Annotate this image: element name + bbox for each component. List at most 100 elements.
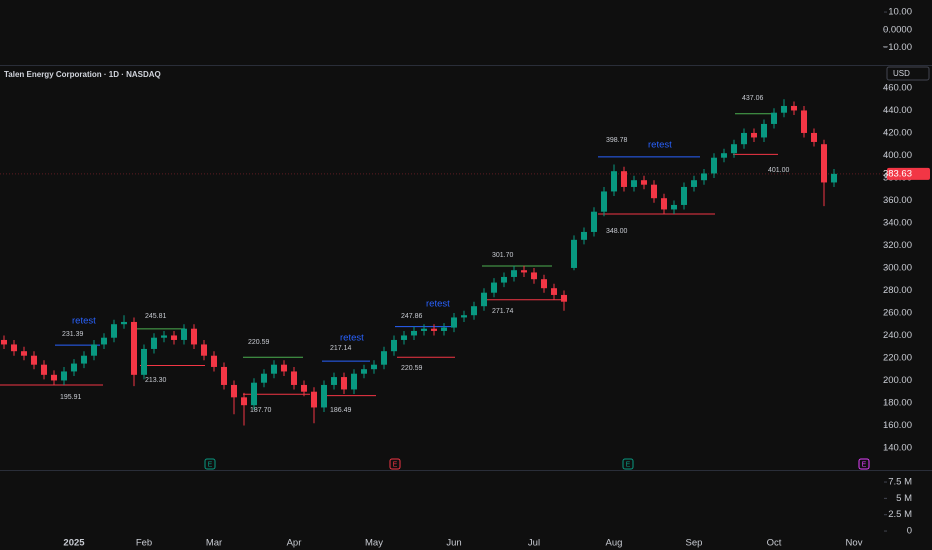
candle-body bbox=[211, 355, 217, 367]
candle-body bbox=[131, 321, 137, 375]
retest-label: retest bbox=[340, 333, 364, 344]
x-tick-label: Sep bbox=[686, 538, 703, 549]
candle-body bbox=[71, 363, 77, 372]
candle-body bbox=[61, 371, 67, 381]
level-label: 348.00 bbox=[606, 228, 628, 235]
candle-body bbox=[301, 384, 307, 392]
candle-body bbox=[161, 335, 167, 338]
y-tick-label: 280.00 bbox=[883, 285, 912, 296]
candle-body bbox=[371, 364, 377, 370]
candle-body bbox=[471, 306, 477, 316]
candle-body bbox=[631, 180, 637, 187]
candle-body bbox=[591, 211, 597, 232]
y-tick-label: 420.00 bbox=[883, 127, 912, 138]
candle-body bbox=[331, 377, 337, 385]
y-tick-label: 340.00 bbox=[883, 217, 912, 228]
candle-body bbox=[511, 270, 517, 277]
candle-body bbox=[261, 373, 267, 383]
candle-body bbox=[351, 373, 357, 390]
earnings-marker bbox=[389, 458, 401, 470]
level-label: 231.39 bbox=[62, 331, 84, 338]
candle-body bbox=[831, 173, 837, 183]
candle-body bbox=[21, 351, 27, 356]
candle-body bbox=[41, 364, 47, 375]
candle-body bbox=[31, 355, 37, 365]
x-tick-label: Apr bbox=[287, 538, 302, 549]
level-label: 437.06 bbox=[742, 95, 764, 102]
y-tick-label: 180.00 bbox=[883, 397, 912, 408]
candle-body bbox=[771, 112, 777, 124]
candle-body bbox=[181, 328, 187, 340]
candle-body bbox=[241, 397, 247, 406]
candle-body bbox=[491, 282, 497, 293]
earnings-marker bbox=[204, 458, 216, 470]
x-tick-label: Feb bbox=[136, 538, 152, 549]
y-tick-label: 400.00 bbox=[883, 150, 912, 161]
level-label: 247.86 bbox=[401, 313, 423, 320]
currency-box[interactable] bbox=[886, 66, 930, 81]
indicator-tick-label: 10.00 bbox=[888, 7, 912, 18]
candle-body bbox=[51, 374, 57, 381]
candle-body bbox=[291, 371, 297, 385]
candle-body bbox=[821, 144, 827, 183]
candle-body bbox=[711, 157, 717, 174]
candle-body bbox=[501, 276, 507, 283]
earnings-marker bbox=[622, 458, 634, 470]
candle-body bbox=[761, 123, 767, 138]
candle-body bbox=[751, 132, 757, 138]
level-label: 301.70 bbox=[492, 252, 514, 259]
candle-body bbox=[551, 288, 557, 295]
x-tick-label: Jun bbox=[446, 538, 461, 549]
retest-label: retest bbox=[72, 316, 96, 327]
level-label: 217.14 bbox=[330, 345, 352, 352]
candle-body bbox=[11, 344, 17, 352]
candle-body bbox=[421, 328, 427, 331]
candle-body bbox=[271, 364, 277, 374]
candle-body bbox=[781, 105, 787, 113]
y-tick-label: 460.00 bbox=[883, 82, 912, 93]
candle-body bbox=[1, 339, 7, 345]
y-tick-label: 140.00 bbox=[883, 442, 912, 453]
earnings-label: E bbox=[208, 461, 213, 468]
candle-body bbox=[121, 321, 127, 325]
candle-body bbox=[801, 110, 807, 133]
candle-body bbox=[191, 328, 197, 345]
level-label: 220.59 bbox=[401, 365, 423, 372]
candle-body bbox=[311, 391, 317, 408]
y-tick-label: 440.00 bbox=[883, 105, 912, 116]
candle-body bbox=[431, 328, 437, 331]
candle-body bbox=[101, 337, 107, 345]
candle-body bbox=[281, 364, 287, 372]
y-tick-label: 220.00 bbox=[883, 352, 912, 363]
last-price-tag bbox=[887, 167, 930, 180]
candle-body bbox=[341, 377, 347, 390]
candle-body bbox=[741, 132, 747, 145]
candle-body bbox=[791, 105, 797, 111]
y-tick-label: 320.00 bbox=[883, 240, 912, 251]
currency[interactable]: USD bbox=[893, 69, 910, 78]
y-tick-label: 360.00 bbox=[883, 195, 912, 206]
candle-body bbox=[731, 144, 737, 154]
earnings-label: E bbox=[626, 461, 631, 468]
retest-label: retest bbox=[648, 140, 672, 151]
candle-body bbox=[361, 369, 367, 374]
candle-body bbox=[541, 279, 547, 289]
x-tick-label: Nov bbox=[846, 538, 863, 549]
earnings-label: E bbox=[862, 461, 867, 468]
level-label: 271.74 bbox=[492, 308, 514, 315]
retest-label: retest bbox=[426, 299, 450, 310]
candle-body bbox=[401, 335, 407, 340]
y-tick-label: 260.00 bbox=[883, 307, 912, 318]
level-label: 195.91 bbox=[60, 394, 82, 401]
candle-body bbox=[721, 153, 727, 158]
candle-body bbox=[411, 330, 417, 336]
candle-body bbox=[451, 317, 457, 328]
x-tick-label: Jul bbox=[528, 538, 540, 549]
candle-body bbox=[231, 384, 237, 398]
x-tick-label: May bbox=[365, 538, 383, 549]
candle-body bbox=[201, 344, 207, 356]
candle-body bbox=[611, 171, 617, 192]
candle-body bbox=[441, 327, 447, 331]
